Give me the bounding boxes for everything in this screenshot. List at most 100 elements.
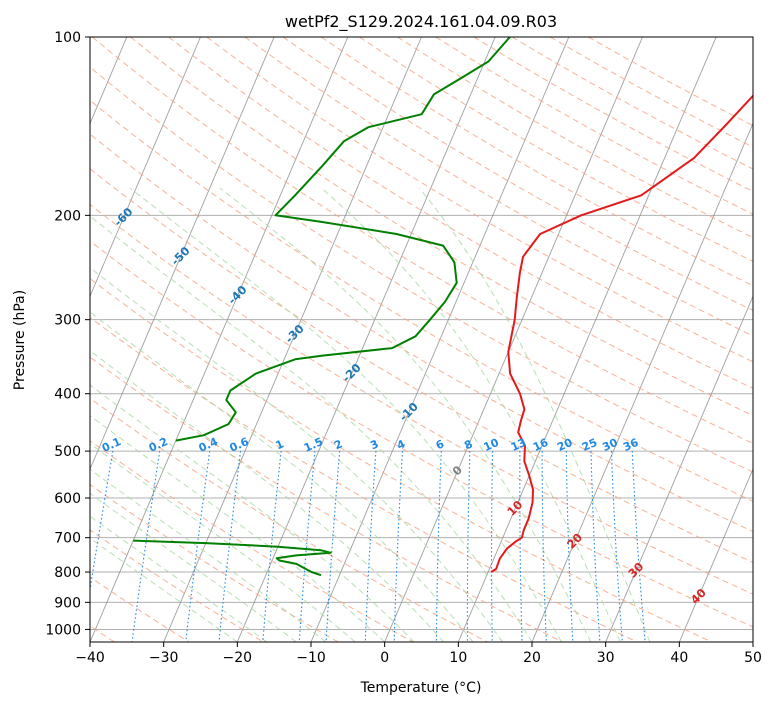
y-axis-ticks: 100 200 300 400 500 600 700 800 900 1000	[45, 30, 90, 638]
isotherm-line	[90, 37, 275, 471]
mixing-ratio-line	[262, 451, 282, 642]
dry-adiabat	[90, 316, 638, 642]
x-tick-label: −10	[296, 650, 326, 666]
dry-adiabat	[473, 37, 753, 192]
mixing-ratio-label: 0.4	[197, 435, 220, 455]
chart-title: wetPf2_S129.2024.161.04.09.R03	[285, 12, 557, 32]
mixing-ratio-label: 8	[462, 437, 474, 452]
isotherm-line	[457, 37, 717, 642]
y-tick-label: 1000	[45, 622, 81, 638]
mixing-ratio-label: 30	[600, 436, 620, 454]
plot-area: -100-90-80-70-60-50-40-30-20-10010203040…	[0, 37, 753, 642]
mixing-ratio-label: 0.6	[228, 435, 251, 455]
mixing-ratio-line	[631, 451, 646, 642]
dry-adiabat	[90, 397, 488, 642]
mixing-ratio-line	[131, 451, 161, 642]
isotherm-label: 40	[688, 586, 709, 607]
x-tick-label: 40	[670, 650, 688, 666]
x-tick-label: −40	[75, 650, 105, 666]
dry-adiabat	[90, 529, 264, 642]
mixing-ratio-label: 3	[368, 437, 380, 452]
mixing-ratio-line	[490, 451, 494, 642]
dry-adiabat	[282, 37, 753, 312]
dry-adiabat	[90, 576, 190, 642]
x-tick-label: 30	[597, 650, 615, 666]
mixing-ratio-line	[610, 451, 623, 642]
isotherm-line	[163, 37, 422, 642]
mixing-ratio-label: 1.5	[302, 435, 325, 455]
isotherm-label: -20	[339, 361, 364, 386]
dewpoint-line	[175, 37, 511, 442]
moist-adiabat	[90, 515, 268, 642]
moist-adiabat	[90, 267, 503, 642]
y-tick-label: 800	[54, 565, 81, 581]
y-tick-label: 300	[54, 313, 81, 329]
isotherm-label: -40	[225, 283, 250, 308]
x-axis-label: Temperature (°C)	[360, 680, 482, 696]
mixing-ratio-line	[298, 451, 316, 642]
moist-adiabat	[321, 187, 621, 642]
y-tick-label: 100	[54, 30, 81, 46]
mixing-ratio-label: 16	[531, 436, 551, 454]
dry-adiabat	[90, 483, 339, 642]
dry-adiabat	[90, 203, 753, 595]
isotherm-line	[90, 37, 349, 642]
dry-adiabat-lines	[90, 37, 753, 642]
x-tick-label: 20	[523, 650, 541, 666]
isotherm-label: -80	[0, 127, 21, 152]
isotherm-label: -60	[111, 205, 136, 230]
x-axis-ticks: −40 −30 −20 −10 0 10 20 30 40 50	[75, 642, 762, 666]
mixing-ratio-label: 6	[434, 437, 447, 452]
mixing-ratio-line	[185, 451, 211, 642]
moist-adiabat	[219, 187, 592, 642]
isotherm-label: -70	[54, 166, 79, 191]
mixing-ratio-label: 2	[332, 437, 344, 452]
mixing-ratio-line	[364, 451, 377, 642]
moist-adiabat	[90, 215, 533, 642]
dry-adiabat	[90, 356, 563, 642]
isotherm-line	[678, 467, 753, 642]
x-tick-label: 0	[380, 650, 389, 666]
mixing-ratio-label: 25	[580, 436, 599, 454]
mixing-ratio-line	[519, 451, 523, 642]
pressure-grid	[90, 37, 753, 630]
mixing-ratio-label: 36	[621, 436, 641, 454]
mixing-ratio-line	[541, 451, 547, 642]
mixing-ratio-line	[325, 451, 341, 642]
moist-adiabat	[90, 415, 386, 642]
dry-adiabat	[90, 440, 414, 642]
dry-adiabat	[90, 240, 753, 628]
isotherm-label: -50	[168, 244, 193, 269]
dry-adiabat	[90, 133, 753, 533]
dry-adiabat	[90, 99, 753, 502]
isotherm-line	[605, 295, 753, 642]
dewpoint-line	[133, 539, 332, 577]
mixing-ratio-label: 0.2	[147, 435, 170, 455]
dry-adiabat	[359, 37, 753, 263]
mixing-ratio-label: 20	[555, 436, 575, 454]
mixing-ratio-line	[435, 451, 442, 642]
isotherm-label: 0	[449, 463, 465, 479]
isotherm-label: -30	[282, 322, 307, 347]
moist-adiabat-lines	[90, 187, 651, 642]
mixing-ratio-line	[565, 451, 574, 642]
mixing-ratio-line	[393, 451, 404, 642]
x-tick-label: −20	[223, 650, 253, 666]
dry-adiabat	[90, 278, 712, 642]
isotherm-label: 10	[504, 498, 525, 519]
moist-adiabat	[90, 384, 415, 642]
mixing-ratio-line	[590, 451, 601, 642]
mixing-ratio-line	[90, 451, 114, 594]
moist-adiabat	[90, 442, 356, 642]
isotherm-label: 20	[564, 530, 585, 551]
plot-frame	[89, 36, 754, 643]
moist-adiabat	[419, 187, 651, 642]
mixing-ratio-label: 10	[482, 436, 502, 454]
mixing-ratio-label: 13	[509, 436, 528, 454]
y-tick-label: 500	[54, 444, 81, 460]
x-tick-label: 10	[449, 650, 467, 666]
x-tick-label: 50	[744, 650, 762, 666]
x-tick-label: −30	[149, 650, 179, 666]
moist-adiabat	[90, 468, 327, 642]
